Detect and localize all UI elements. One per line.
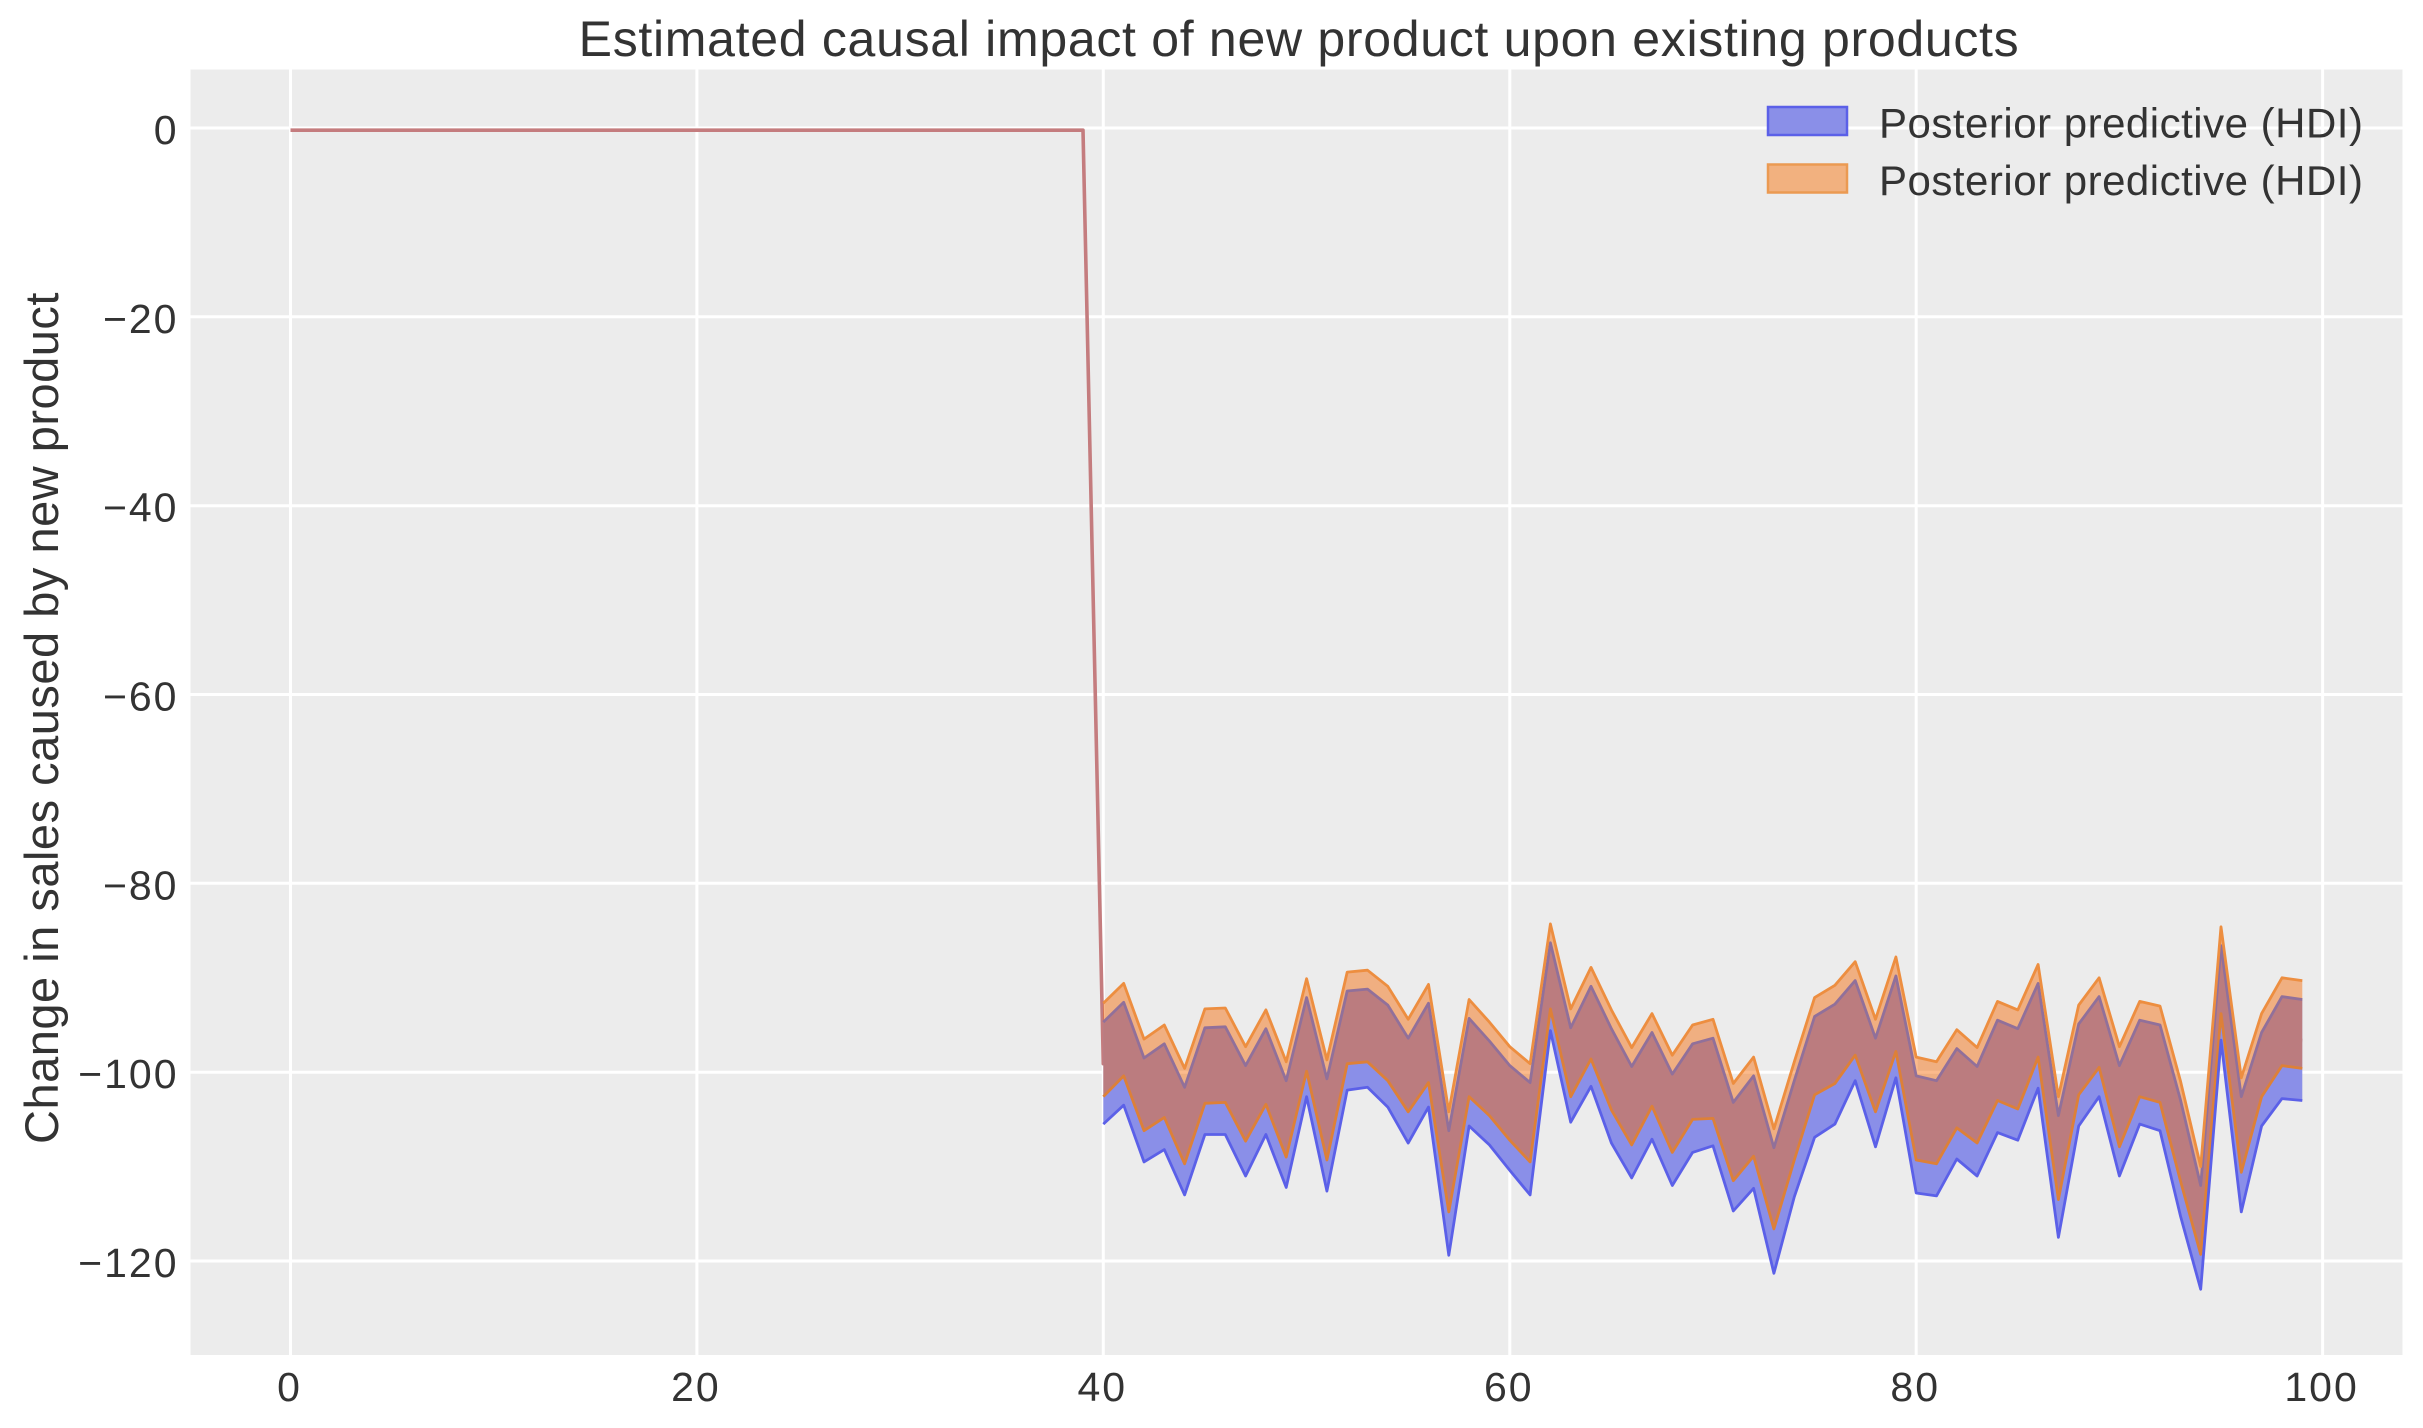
svg-text:−120: −120 xyxy=(78,1240,178,1286)
svg-text:20: 20 xyxy=(671,1364,721,1410)
svg-text:−60: −60 xyxy=(103,674,179,720)
svg-text:−20: −20 xyxy=(103,296,179,342)
svg-text:Change in sales caused by new: Change in sales caused by new product xyxy=(15,292,68,1144)
svg-text:0: 0 xyxy=(154,107,179,153)
svg-text:80: 80 xyxy=(1890,1364,1940,1410)
svg-text:40: 40 xyxy=(1077,1364,1127,1410)
svg-text:Estimated causal impact of new: Estimated causal impact of new product u… xyxy=(579,11,2020,67)
svg-text:−40: −40 xyxy=(103,485,179,531)
svg-text:Posterior predictive (HDI): Posterior predictive (HDI) xyxy=(1879,100,2363,147)
svg-text:60: 60 xyxy=(1484,1364,1534,1410)
svg-text:0: 0 xyxy=(277,1364,302,1410)
svg-text:−80: −80 xyxy=(103,862,179,908)
svg-text:Posterior predictive (HDI): Posterior predictive (HDI) xyxy=(1879,157,2363,204)
svg-text:−100: −100 xyxy=(78,1051,178,1097)
svg-text:100: 100 xyxy=(2284,1364,2358,1410)
